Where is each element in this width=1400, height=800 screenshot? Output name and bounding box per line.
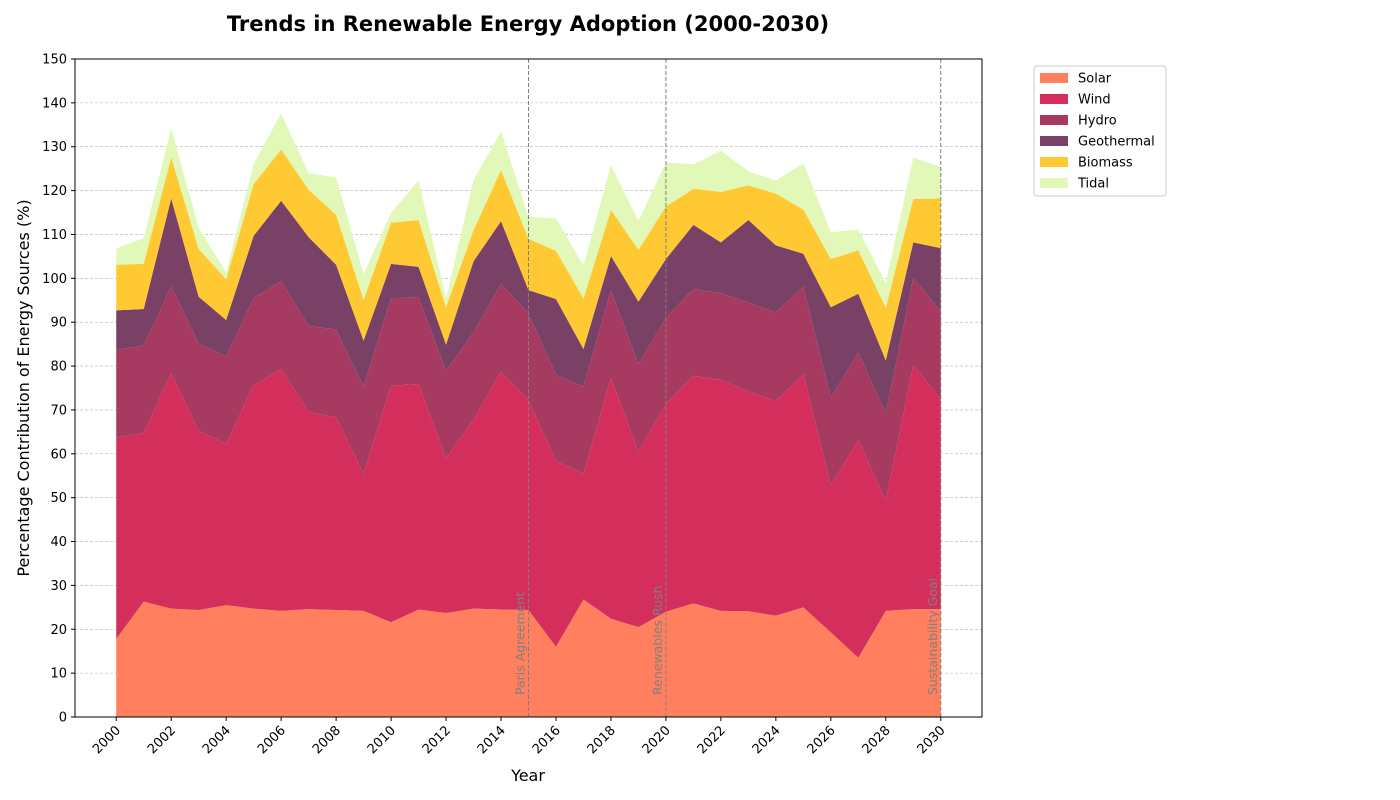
legend: Solar Wind Hydro Geothermal Biomass Tidal bbox=[1033, 65, 1167, 197]
x-axis-title: Year bbox=[510, 766, 545, 785]
x-tick-label: 2028 bbox=[860, 723, 894, 757]
x-tick-label: 2004 bbox=[200, 723, 234, 757]
y-tick-label: 100 bbox=[42, 272, 67, 287]
x-tick-label: 2024 bbox=[750, 723, 784, 757]
x-tick-label: 2008 bbox=[310, 723, 344, 757]
area-tidal bbox=[116, 113, 941, 308]
chart-title: Trends in Renewable Energy Adoption (200… bbox=[227, 12, 829, 36]
legend-swatch bbox=[1040, 157, 1068, 167]
legend-swatch bbox=[1040, 178, 1068, 188]
x-tick-label: 2014 bbox=[475, 723, 509, 757]
x-tick-label: 2000 bbox=[90, 723, 124, 757]
y-tick-label: 140 bbox=[42, 96, 67, 111]
y-tick-label: 80 bbox=[50, 360, 67, 375]
legend-label: Hydro bbox=[1078, 114, 1117, 129]
x-tick-label: 2012 bbox=[420, 723, 454, 757]
y-tick-label: 150 bbox=[42, 53, 67, 68]
legend-label: Geothermal bbox=[1078, 135, 1155, 150]
y-tick-label: 130 bbox=[42, 140, 67, 155]
legend-swatch bbox=[1040, 73, 1068, 83]
legend-swatch bbox=[1040, 115, 1068, 125]
legend-swatch bbox=[1040, 136, 1068, 146]
y-tick-label: 90 bbox=[50, 316, 67, 331]
y-tick-label: 50 bbox=[50, 491, 67, 506]
event-annotations: Paris Agreement Renewables Rush Sustainabi… bbox=[513, 59, 942, 717]
y-tick-label: 120 bbox=[42, 184, 67, 199]
annotation-label: Paris Agreement bbox=[513, 592, 528, 695]
legend-label: Biomass bbox=[1078, 156, 1133, 171]
x-tick-label: 2016 bbox=[530, 723, 564, 757]
y-tick-label: 40 bbox=[50, 535, 67, 550]
legend-swatch bbox=[1040, 94, 1068, 104]
y-tick-label: 0 bbox=[59, 711, 67, 726]
plot-frame bbox=[74, 58, 983, 718]
annotation-label: Sustainability Goal bbox=[925, 578, 940, 695]
legend-label: Wind bbox=[1078, 93, 1111, 108]
annotation-label: Renewables Rush bbox=[650, 586, 665, 695]
y-tick-label: 60 bbox=[50, 447, 67, 462]
y-tick-label: 10 bbox=[50, 667, 67, 682]
x-tick-label: 2006 bbox=[255, 723, 289, 757]
y-tick-label: 20 bbox=[50, 623, 67, 638]
x-tick-label: 2010 bbox=[365, 723, 399, 757]
y-tick-label: 70 bbox=[50, 403, 67, 418]
legend-label: Tidal bbox=[1077, 177, 1109, 192]
x-tick-label: 2030 bbox=[915, 723, 949, 757]
x-tick-label: 2026 bbox=[805, 723, 839, 757]
area-solar bbox=[116, 599, 941, 717]
x-tick-label: 2018 bbox=[585, 723, 619, 757]
legend-label: Solar bbox=[1078, 72, 1112, 87]
x-tick-label: 2020 bbox=[640, 723, 674, 757]
x-tick-label: 2002 bbox=[145, 723, 179, 757]
y-axis-title: Percentage Contribution of Energy Source… bbox=[14, 199, 33, 576]
y-tick-label: 110 bbox=[42, 228, 67, 243]
x-tick-label: 2022 bbox=[695, 723, 729, 757]
y-tick-label: 30 bbox=[50, 579, 67, 594]
